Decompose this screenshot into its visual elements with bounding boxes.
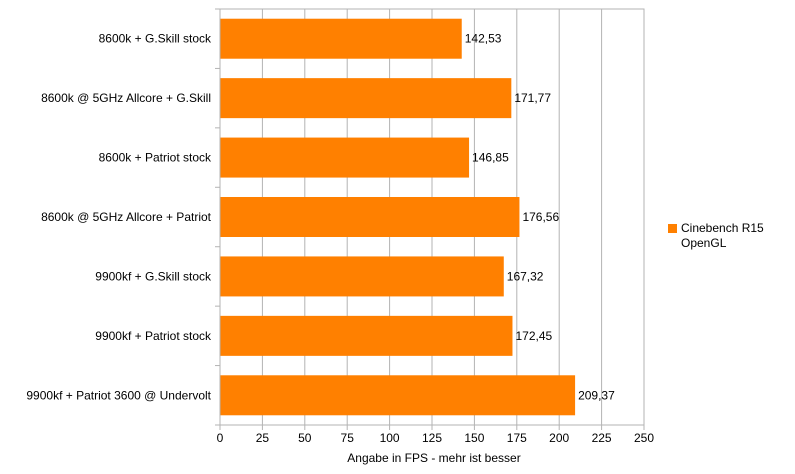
bar	[220, 137, 470, 178]
category-label: 8600k @ 5GHz Allcore + Patriot	[41, 210, 212, 224]
category-label: 8600k + Patriot stock	[99, 151, 212, 165]
legend-label-line-1: Cinebench R15	[681, 221, 764, 235]
category-label: 8600k + G.Skill stock	[99, 32, 212, 46]
data-label: 167,32	[507, 269, 544, 283]
legend-label-line-2: OpenGL	[681, 236, 727, 250]
x-axis-ticks: 0 25 50 75 100 125 150 175 200 225 250	[215, 8, 654, 445]
category-label: 9900kf + Patriot 3600 @ Undervolt	[26, 388, 211, 402]
legend-swatch	[668, 224, 677, 233]
data-label: 172,45	[515, 329, 552, 343]
x-tick-label: 175	[507, 431, 527, 445]
data-label: 176,56	[522, 210, 559, 224]
bar	[220, 197, 520, 237]
x-tick-label: 50	[298, 431, 312, 445]
x-tick-label: 75	[341, 431, 355, 445]
x-tick-label: 200	[549, 431, 569, 445]
x-tick-label: 100	[380, 431, 400, 445]
x-tick-label: 0	[217, 431, 224, 445]
bar	[220, 375, 576, 416]
bar	[220, 78, 512, 119]
x-tick-label: 225	[592, 431, 612, 445]
bar	[220, 315, 513, 356]
x-tick-label: 25	[256, 431, 270, 445]
data-label: 146,85	[472, 151, 509, 165]
x-axis-title: Angabe in FPS - mehr ist besser	[347, 451, 520, 465]
legend: Cinebench R15 OpenGL	[668, 221, 788, 251]
x-tick-label: 125	[422, 431, 442, 445]
data-label: 209,37	[578, 388, 615, 402]
bar	[220, 18, 462, 59]
category-label: 9900kf + G.Skill stock	[95, 269, 212, 283]
data-label: 171,77	[514, 91, 551, 105]
x-tick-label: 250	[634, 431, 654, 445]
data-labels: 142,53 171,77 146,85 176,56 167,32 172,45 209,…	[465, 32, 615, 403]
category-label: 8600k @ 5GHz Allcore + G.Skill	[41, 91, 211, 105]
category-labels: 8600k + G.Skill stock 8600k @ 5GHz Allcor…	[26, 32, 212, 403]
bars	[220, 18, 576, 416]
legend-label: Cinebench R15 OpenGL	[681, 221, 764, 251]
data-label: 142,53	[465, 32, 502, 46]
bar	[220, 256, 504, 297]
category-label: 9900kf + Patriot stock	[95, 329, 212, 343]
x-tick-label: 150	[464, 431, 484, 445]
